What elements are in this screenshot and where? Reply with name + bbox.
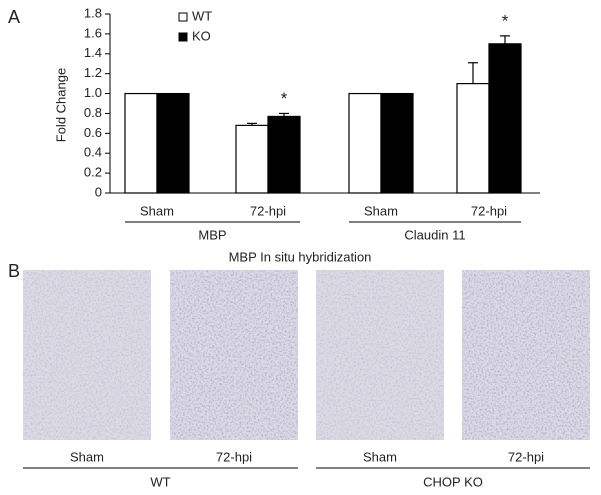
significance-marker: * bbox=[502, 11, 509, 30]
micrograph-texture bbox=[170, 270, 298, 440]
legend-swatch bbox=[178, 12, 188, 22]
y-tick-label: 0.8 bbox=[84, 105, 102, 120]
significance-marker: * bbox=[281, 89, 288, 108]
image-label: 72-hpi bbox=[216, 449, 252, 464]
x-tick-label: Sham bbox=[364, 203, 398, 218]
image-label: Sham bbox=[363, 449, 397, 464]
y-tick-label: 1.6 bbox=[84, 25, 102, 40]
group-label: Claudin 11 bbox=[404, 227, 465, 242]
bar bbox=[348, 92, 382, 194]
legend-label: KO bbox=[192, 28, 211, 43]
legend-label: WT bbox=[192, 8, 212, 23]
bar bbox=[488, 43, 522, 194]
bar bbox=[156, 92, 190, 194]
panel-label: A bbox=[8, 7, 20, 27]
group-label: MBP bbox=[198, 227, 226, 242]
image-label: Sham bbox=[70, 449, 104, 464]
bar bbox=[267, 115, 301, 194]
micrograph-texture bbox=[23, 270, 151, 440]
image-label: 72-hpi bbox=[508, 449, 544, 464]
y-tick-label: 0.2 bbox=[84, 165, 102, 180]
bar bbox=[380, 92, 414, 194]
y-tick-label: 0 bbox=[95, 184, 102, 199]
y-tick-label: 1.0 bbox=[84, 85, 102, 100]
panel-label: B bbox=[8, 261, 20, 281]
x-tick-label: 72-hpi bbox=[250, 203, 286, 218]
panel-title: MBP In situ hybridization bbox=[229, 249, 372, 264]
micrograph-texture bbox=[462, 270, 590, 440]
y-tick-label: 1.2 bbox=[84, 65, 102, 80]
x-tick-label: 72-hpi bbox=[471, 203, 507, 218]
bar bbox=[456, 83, 490, 194]
micrograph-texture bbox=[316, 270, 444, 440]
x-tick-label: Sham bbox=[140, 203, 174, 218]
group-label: WT bbox=[150, 474, 170, 489]
y-tick-label: 0.6 bbox=[84, 125, 102, 140]
bar bbox=[235, 124, 269, 194]
group-label: CHOP KO bbox=[423, 474, 483, 489]
y-tick-label: 0.4 bbox=[84, 145, 102, 160]
y-axis-title: Fold Change bbox=[53, 68, 68, 142]
bar bbox=[124, 92, 158, 194]
legend-swatch bbox=[178, 32, 188, 42]
y-tick-label: 1.8 bbox=[84, 5, 102, 20]
y-tick-label: 1.4 bbox=[84, 45, 102, 60]
